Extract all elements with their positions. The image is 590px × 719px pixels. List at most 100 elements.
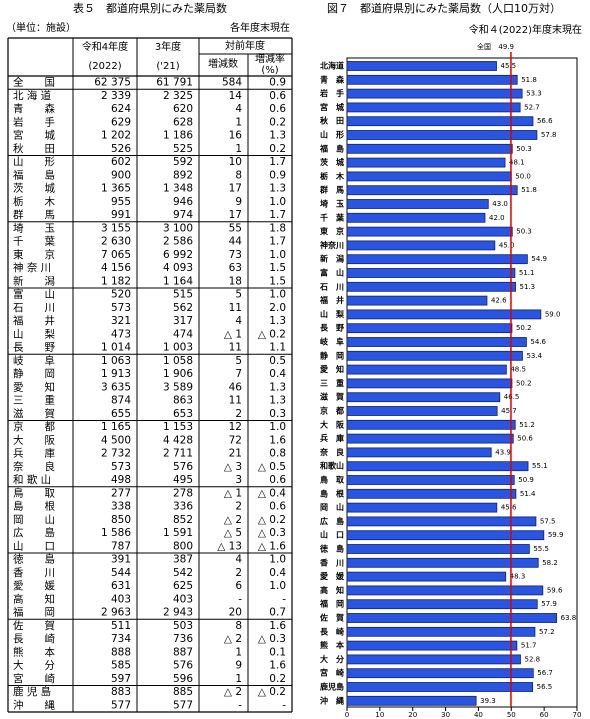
table-cell: △ 0.5 xyxy=(258,461,286,473)
table-cell: 0.9 xyxy=(269,77,286,89)
row-label: 茨 城 xyxy=(13,182,55,195)
row-label: 石 川 xyxy=(13,302,55,314)
row-label: 山 口 xyxy=(13,540,55,552)
row-label: 沖 縄 xyxy=(13,698,55,711)
table-cell: 2 586 xyxy=(163,236,193,248)
table-cell: 1.7 xyxy=(269,209,286,221)
table-cell: 0.5 xyxy=(269,355,286,367)
bar xyxy=(346,143,513,154)
table-cell: 0.1 xyxy=(269,646,286,658)
table-cell: 628 xyxy=(173,116,193,128)
table-cell: 2 339 xyxy=(101,90,131,102)
table-cell: 1 xyxy=(235,116,242,128)
row-label: 栃 木 xyxy=(13,195,55,208)
table-cell: 63 xyxy=(229,262,242,274)
table-cell: 2 325 xyxy=(163,90,193,102)
bar xyxy=(346,350,523,361)
value-label: 56.5 xyxy=(537,683,553,691)
table-cell: 3 100 xyxy=(163,222,193,234)
bar xyxy=(346,654,521,665)
table-cell: 0.2 xyxy=(269,143,286,155)
table-cell: 7 065 xyxy=(101,249,131,261)
bar xyxy=(346,695,477,706)
category-label: 福 島 xyxy=(319,143,344,153)
table-cell: △ 1 xyxy=(224,328,242,340)
table-cell: 734 xyxy=(111,633,131,645)
table-title: 表５ 都道府県別にみた薬局数 xyxy=(73,1,227,15)
bar xyxy=(346,88,523,99)
bar xyxy=(346,599,538,610)
table-cell: 946 xyxy=(173,196,193,208)
bar xyxy=(346,185,518,196)
table-cell: 883 xyxy=(111,686,131,698)
col-header: 令和4年度 xyxy=(82,40,128,53)
bar xyxy=(346,475,515,485)
table-cell: 62 375 xyxy=(94,77,131,89)
value-label: 59.0 xyxy=(545,310,561,318)
category-label: 福 岡 xyxy=(319,599,344,609)
table-cell: 0.4 xyxy=(269,368,286,380)
table-cell: △ 2 xyxy=(224,633,242,645)
table-cell: 474 xyxy=(173,328,193,340)
category-label: 奈 良 xyxy=(319,447,344,457)
table-cell: 11 xyxy=(229,302,242,314)
bar xyxy=(346,61,497,71)
table-cell: 3 xyxy=(235,474,242,486)
table-cell: 620 xyxy=(173,103,193,115)
table-cell: 0.7 xyxy=(269,607,286,619)
table-cell: 387 xyxy=(173,554,193,566)
table-cell: 577 xyxy=(173,699,193,711)
bar xyxy=(346,682,534,692)
table-cell: 2 xyxy=(235,501,242,513)
x-tick-label: 20 xyxy=(408,711,417,719)
value-label: 57.8 xyxy=(541,131,557,139)
category-label: 千 葉 xyxy=(320,212,345,222)
table-cell: 850 xyxy=(111,514,131,526)
value-label: 57.9 xyxy=(541,600,557,608)
table-cell: 1.5 xyxy=(269,262,286,274)
value-label: 50.0 xyxy=(515,172,531,180)
table-cell: 278 xyxy=(173,487,193,499)
table-cell: △ 0.2 xyxy=(258,514,286,526)
table-cell: 991 xyxy=(111,209,131,221)
table-cell: 1.0 xyxy=(269,554,286,566)
row-label: 奈 良 xyxy=(13,460,55,473)
row-label: 山 形 xyxy=(13,156,55,168)
row-label: 山 梨 xyxy=(13,327,55,340)
table-cell: 17 xyxy=(229,209,242,221)
value-label: 53.3 xyxy=(526,90,542,98)
value-label: 52.7 xyxy=(524,103,540,111)
table-cell: 1.0 xyxy=(269,289,286,301)
table-cell: 655 xyxy=(111,408,131,420)
table-cell: 597 xyxy=(111,673,131,685)
table-cell: 2 963 xyxy=(101,607,131,619)
row-label: 高 知 xyxy=(13,592,55,605)
table-cell: 20 xyxy=(229,607,242,619)
table-cell: 900 xyxy=(111,169,131,181)
category-label: 静 岡 xyxy=(320,350,344,360)
table-cell: 72 xyxy=(229,434,242,446)
table-cell: 2 xyxy=(235,408,242,420)
table-cell: 0.6 xyxy=(269,474,286,486)
category-label: 兵 庫 xyxy=(320,433,344,443)
bar xyxy=(346,116,534,127)
value-label: 63.8 xyxy=(561,614,577,622)
row-label: 福 岡 xyxy=(13,606,55,619)
table-cell: 1.0 xyxy=(269,421,286,433)
category-label: 神奈川 xyxy=(320,240,344,250)
table-cell: 0.6 xyxy=(269,103,286,115)
value-label: 51.8 xyxy=(521,76,537,84)
bar xyxy=(346,171,512,182)
table-cell: △ 1.6 xyxy=(258,540,286,552)
table-cell: 787 xyxy=(111,540,131,552)
table-cell: 1 365 xyxy=(101,183,131,195)
table-cell: 625 xyxy=(173,580,193,592)
row-label: 鳥 取 xyxy=(13,486,55,499)
table-cell: 1 xyxy=(235,673,242,685)
bar xyxy=(346,212,486,223)
table-cell: 1.8 xyxy=(269,222,286,234)
value-label: 52.8 xyxy=(524,655,540,663)
bar xyxy=(346,544,530,554)
table-cell: 3 155 xyxy=(101,222,131,234)
bar xyxy=(346,613,558,623)
